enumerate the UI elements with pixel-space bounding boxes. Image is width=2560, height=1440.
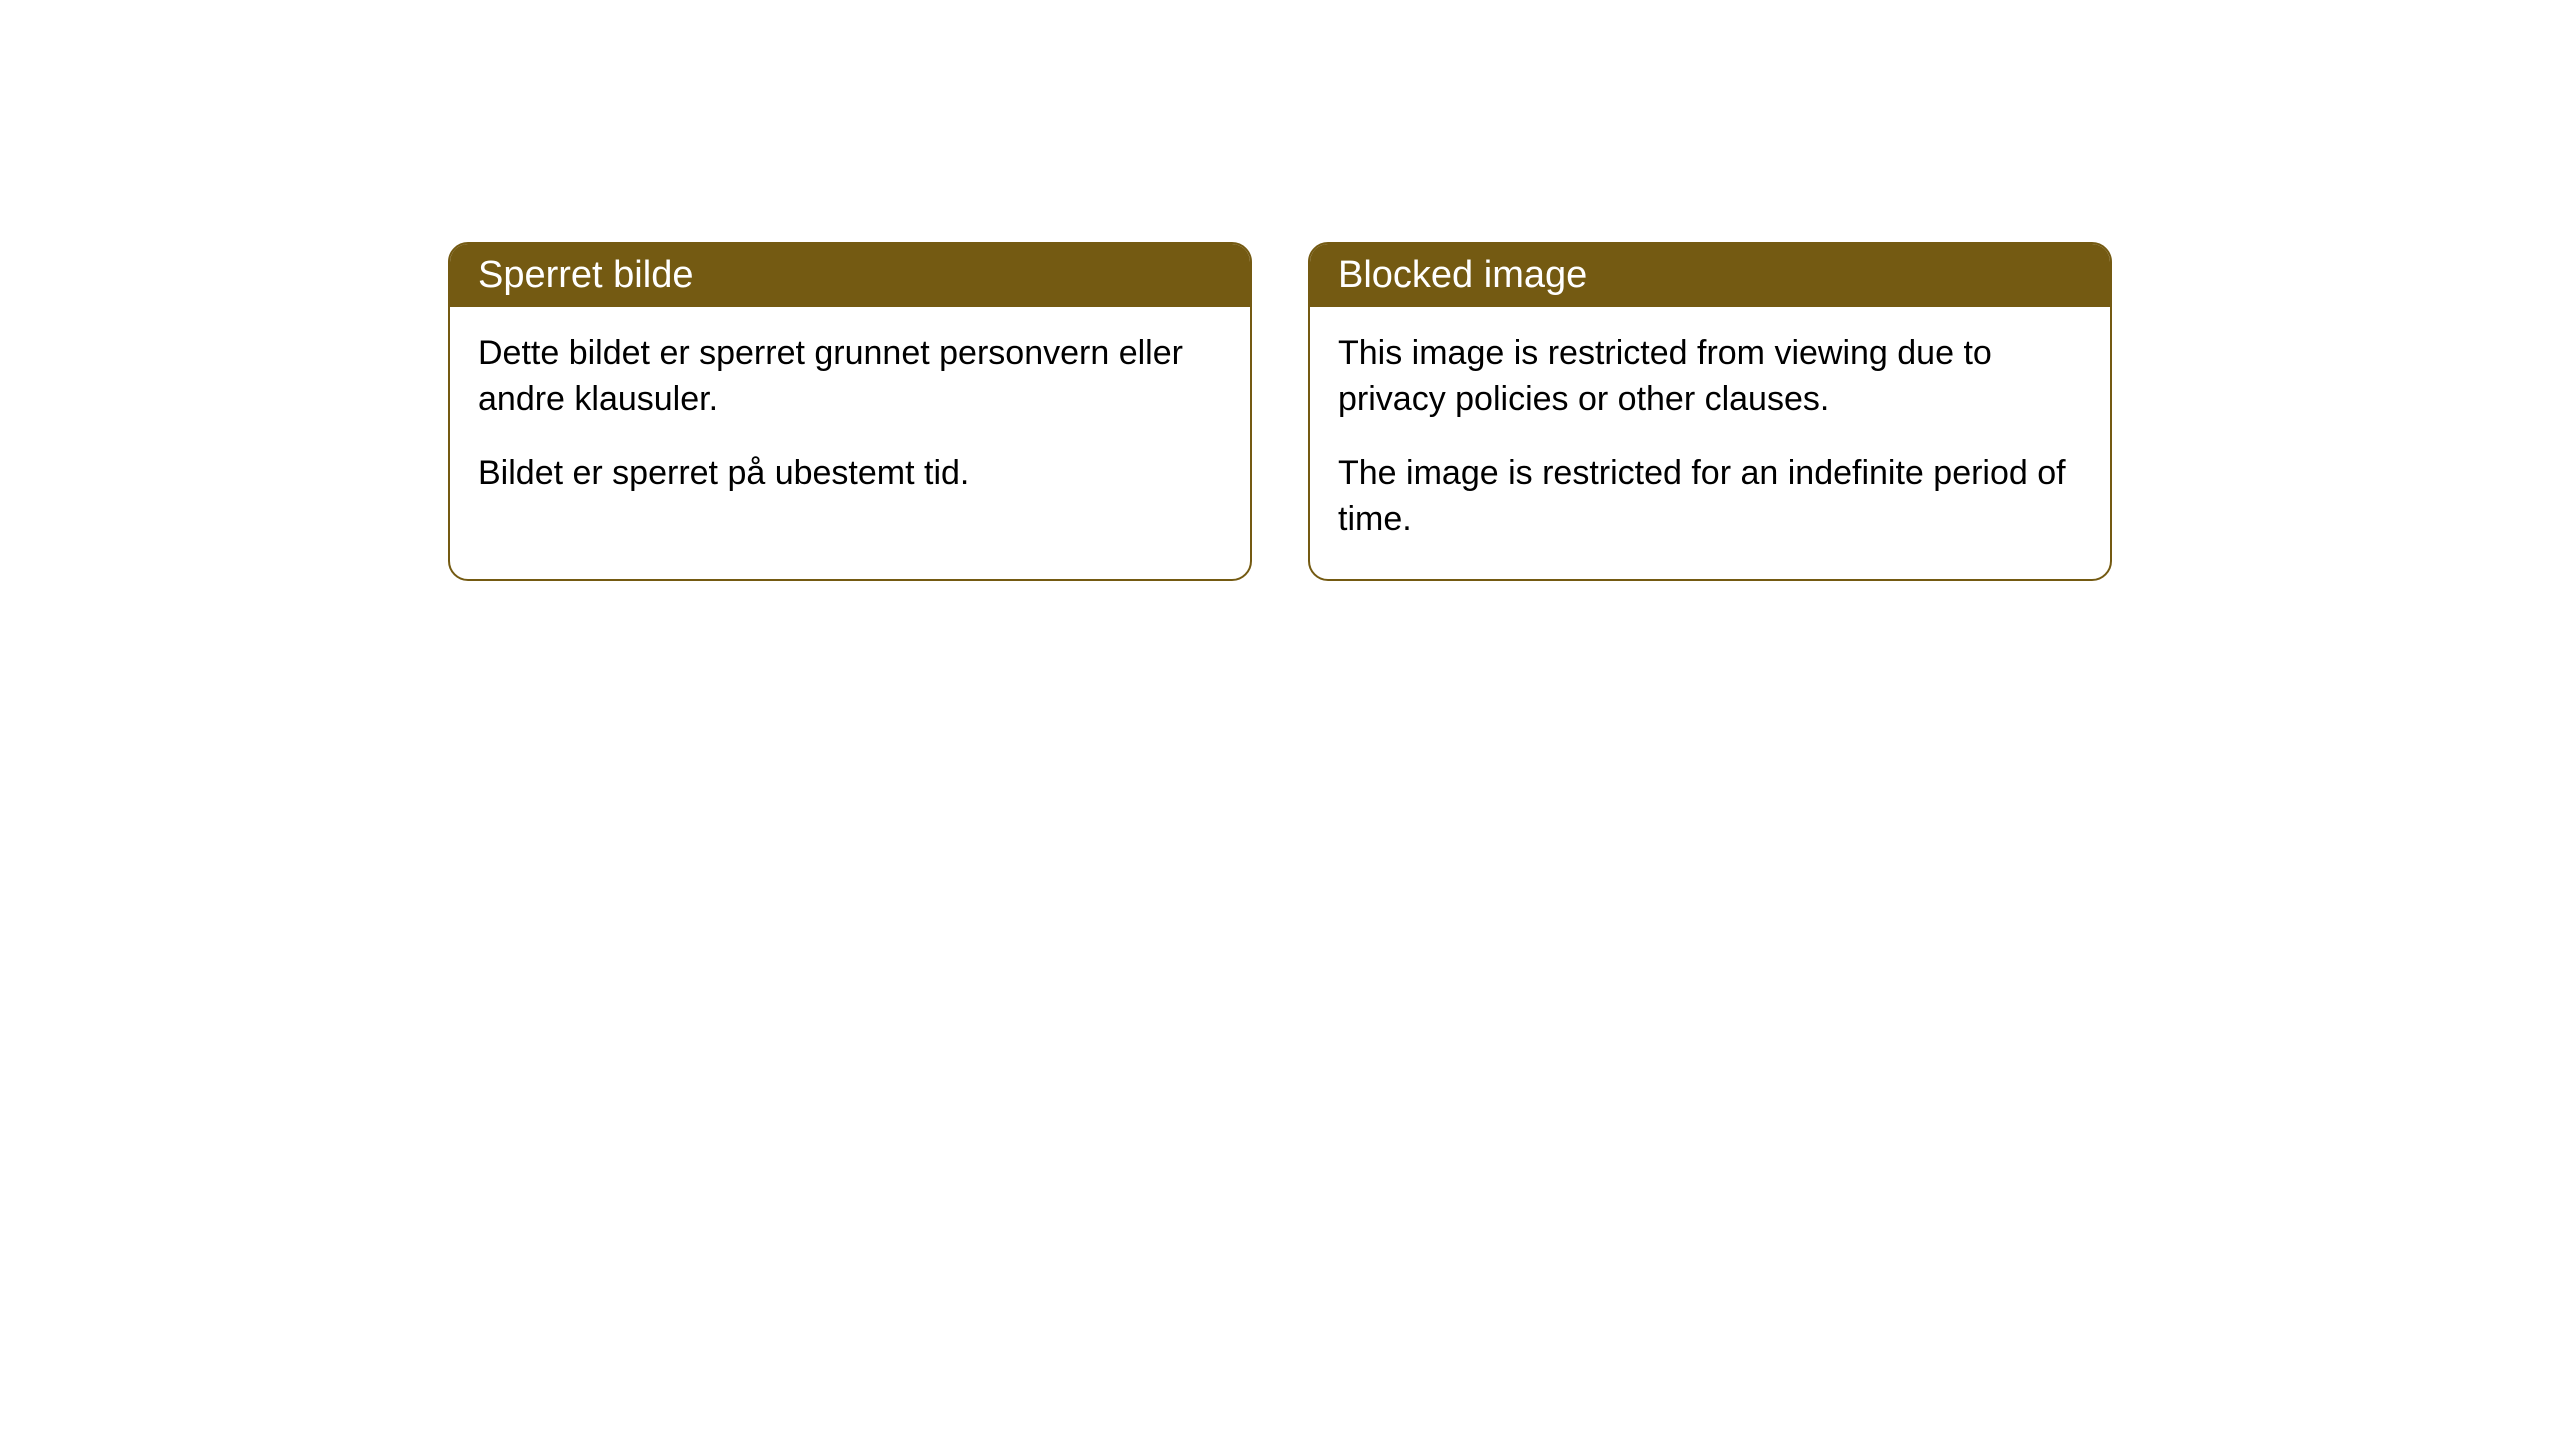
card-paragraph: Bildet er sperret på ubestemt tid. (478, 451, 1222, 497)
card-title: Blocked image (1310, 244, 2110, 307)
blocked-image-card-english: Blocked image This image is restricted f… (1308, 242, 2112, 581)
card-body: Dette bildet er sperret grunnet personve… (450, 307, 1250, 533)
card-paragraph: This image is restricted from viewing du… (1338, 331, 2082, 423)
card-paragraph: Dette bildet er sperret grunnet personve… (478, 331, 1222, 423)
card-body: This image is restricted from viewing du… (1310, 307, 2110, 579)
card-paragraph: The image is restricted for an indefinit… (1338, 451, 2082, 543)
cards-container: Sperret bilde Dette bildet er sperret gr… (448, 242, 2112, 581)
card-title: Sperret bilde (450, 244, 1250, 307)
blocked-image-card-norwegian: Sperret bilde Dette bildet er sperret gr… (448, 242, 1252, 581)
